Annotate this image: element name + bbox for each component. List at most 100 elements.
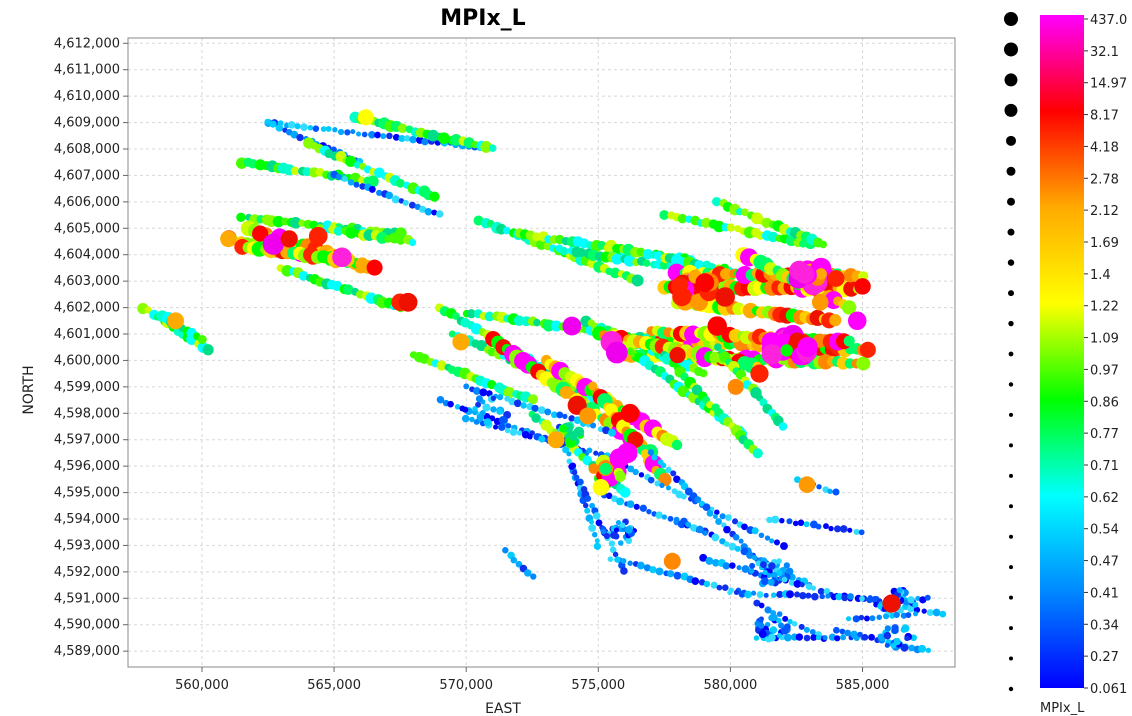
data-point <box>498 423 506 431</box>
data-point <box>408 201 416 209</box>
data-point <box>473 387 481 395</box>
data-point <box>787 618 793 625</box>
data-point <box>719 513 726 520</box>
colorbar-tick-label: 0.47 <box>1090 555 1119 570</box>
data-point <box>395 178 405 188</box>
data-point <box>858 529 865 536</box>
data-point <box>559 246 569 256</box>
data-point <box>608 428 616 437</box>
data-point <box>721 584 729 592</box>
data-point <box>771 515 780 524</box>
data-point <box>661 514 668 520</box>
colorbar: 437.0 32.1 14.97 8.17 4.18 2.78 2.12 1.69 1.4 1.2… <box>1040 13 1127 697</box>
data-point <box>763 592 769 598</box>
data-point <box>614 470 626 482</box>
data-point <box>431 209 438 216</box>
data-point <box>843 335 855 347</box>
data-point <box>438 132 450 145</box>
data-point <box>403 135 411 142</box>
data-point <box>436 395 445 404</box>
data-point <box>839 628 846 635</box>
colorbar-tick-label: 32.1 <box>1090 45 1119 60</box>
data-point <box>647 449 655 456</box>
colorbar-tick-label: 1.69 <box>1090 236 1119 251</box>
data-point <box>335 173 342 181</box>
data-point <box>727 589 733 596</box>
size-legend-dot <box>1006 166 1016 176</box>
data-point <box>262 233 284 255</box>
data-point <box>803 634 811 642</box>
data-point <box>825 593 831 599</box>
data-point <box>760 577 769 586</box>
colorbar-tick-label: 2.78 <box>1090 172 1119 187</box>
data-point <box>827 270 845 287</box>
size-legend-dot <box>1008 686 1014 692</box>
data-point <box>841 594 849 602</box>
data-point <box>776 558 782 564</box>
data-point <box>646 508 652 515</box>
data-point <box>655 511 663 519</box>
data-point <box>454 404 461 410</box>
colorbar-tick-label: 0.061 <box>1090 682 1127 697</box>
data-point <box>830 593 838 601</box>
data-point <box>907 596 915 604</box>
data-point <box>716 584 723 591</box>
colorbar-tick-label: 0.77 <box>1090 427 1119 442</box>
data-point <box>402 199 409 206</box>
data-point <box>605 341 628 364</box>
size-legend-dot <box>1009 504 1013 509</box>
data-point <box>723 541 730 547</box>
data-point <box>844 629 852 637</box>
data-point <box>673 571 682 580</box>
data-point <box>631 274 644 287</box>
data-point <box>620 567 628 575</box>
data-point <box>753 635 760 641</box>
data-point <box>600 528 607 535</box>
data-point <box>868 633 875 641</box>
data-point <box>738 538 744 544</box>
data-point <box>767 578 775 586</box>
data-point <box>398 134 406 143</box>
data-point <box>703 580 711 588</box>
data-point <box>462 406 469 413</box>
y-tick-label: 4,596,000 <box>54 459 120 474</box>
data-point <box>783 562 790 569</box>
data-point <box>562 446 570 454</box>
colorbar-tick-label: 1.22 <box>1090 300 1119 315</box>
data-point <box>896 587 903 594</box>
data-point <box>632 468 639 476</box>
data-point <box>275 124 284 132</box>
data-point <box>751 527 759 535</box>
size-legend <box>1004 12 1018 692</box>
data-point <box>636 247 645 256</box>
data-point <box>611 495 618 503</box>
data-point <box>663 552 681 570</box>
data-point <box>752 448 763 459</box>
data-point <box>361 131 368 138</box>
data-point <box>649 566 657 574</box>
data-point <box>719 538 726 545</box>
data-point <box>811 293 829 311</box>
data-point <box>706 509 714 517</box>
data-point <box>504 427 511 434</box>
data-point <box>744 590 752 599</box>
data-point <box>573 416 582 424</box>
data-point <box>488 144 497 152</box>
data-point <box>272 215 285 228</box>
data-point <box>429 191 440 202</box>
data-point <box>524 569 532 577</box>
data-point <box>780 626 789 635</box>
chart-title: MPIx_L <box>440 6 525 31</box>
data-point <box>294 123 301 130</box>
y-tick-label: 4,611,000 <box>54 63 120 78</box>
colorbar-tick-label: 0.71 <box>1090 459 1119 474</box>
data-point <box>615 519 622 526</box>
data-point <box>473 419 480 425</box>
data-point <box>810 585 817 591</box>
data-point <box>527 394 539 405</box>
x-tick-label: 565,000 <box>307 678 361 693</box>
data-point <box>515 560 523 568</box>
y-tick-label: 4,592,000 <box>54 565 120 580</box>
data-point <box>484 311 495 322</box>
size-legend-dot <box>1008 320 1014 327</box>
